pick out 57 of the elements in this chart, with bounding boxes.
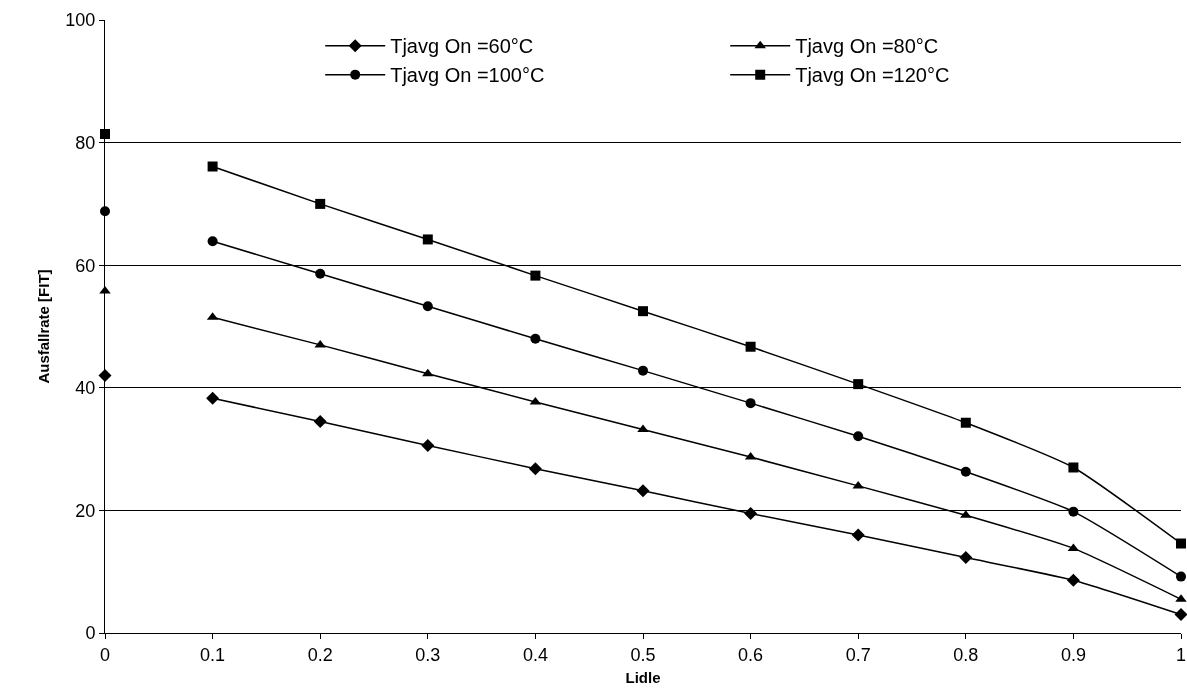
x-tick-label: 0.3 [415, 644, 441, 665]
x-tick-label: 0.1 [200, 644, 226, 665]
x-tick-label: 0.2 [307, 644, 333, 665]
y-tick-label: 40 [75, 378, 96, 399]
x-tick-label: 0.8 [953, 644, 979, 665]
point [1068, 506, 1079, 517]
point [313, 415, 327, 429]
point [315, 268, 326, 279]
x-axis-title: Lidle [625, 668, 661, 686]
y-tick-label: 20 [75, 500, 96, 521]
x-tick-label: 0.6 [738, 644, 764, 665]
point [960, 417, 971, 428]
legend-label: Tjavg On =100°C [390, 64, 545, 87]
point [1068, 462, 1079, 473]
y-tick-label: 80 [75, 132, 96, 153]
point [1174, 608, 1187, 622]
point [745, 341, 756, 352]
point [1176, 571, 1186, 582]
y-tick-label: 0 [85, 623, 96, 644]
point [528, 462, 542, 476]
legend-label: Tjavg On =60°C [390, 35, 534, 58]
point [207, 236, 218, 247]
point [206, 391, 220, 405]
point [959, 551, 973, 565]
legend-label: Tjavg On =80°C [795, 35, 939, 58]
point [314, 339, 326, 348]
point [422, 368, 434, 377]
y-tick-label: 60 [75, 255, 96, 276]
point [851, 528, 865, 542]
point [852, 480, 864, 489]
x-tick-label: 0.5 [630, 644, 656, 665]
y-axis-title: Ausfallrate [FIT] [34, 269, 52, 384]
point [853, 379, 864, 390]
point [636, 484, 650, 498]
point [638, 306, 648, 317]
point [422, 234, 433, 245]
legend-label: Tjavg On =120°C [795, 64, 950, 87]
point [207, 161, 218, 172]
point [421, 438, 435, 452]
x-tick-label: 0 [99, 644, 111, 665]
y-tick-label: 100 [65, 10, 96, 31]
point [530, 333, 541, 344]
point [853, 431, 864, 442]
point [315, 198, 326, 209]
point [1176, 538, 1186, 549]
x-tick-label: 0.7 [845, 644, 871, 665]
point [745, 398, 756, 409]
point [422, 301, 433, 312]
point [1066, 573, 1080, 587]
point [530, 270, 541, 281]
x-tick-label: 0.9 [1060, 644, 1086, 665]
point [100, 129, 110, 140]
x-tick-label: 1 [1175, 644, 1187, 665]
point [638, 365, 648, 376]
point [960, 466, 971, 477]
point [744, 506, 758, 520]
x-tick-label: 0.4 [522, 644, 548, 665]
